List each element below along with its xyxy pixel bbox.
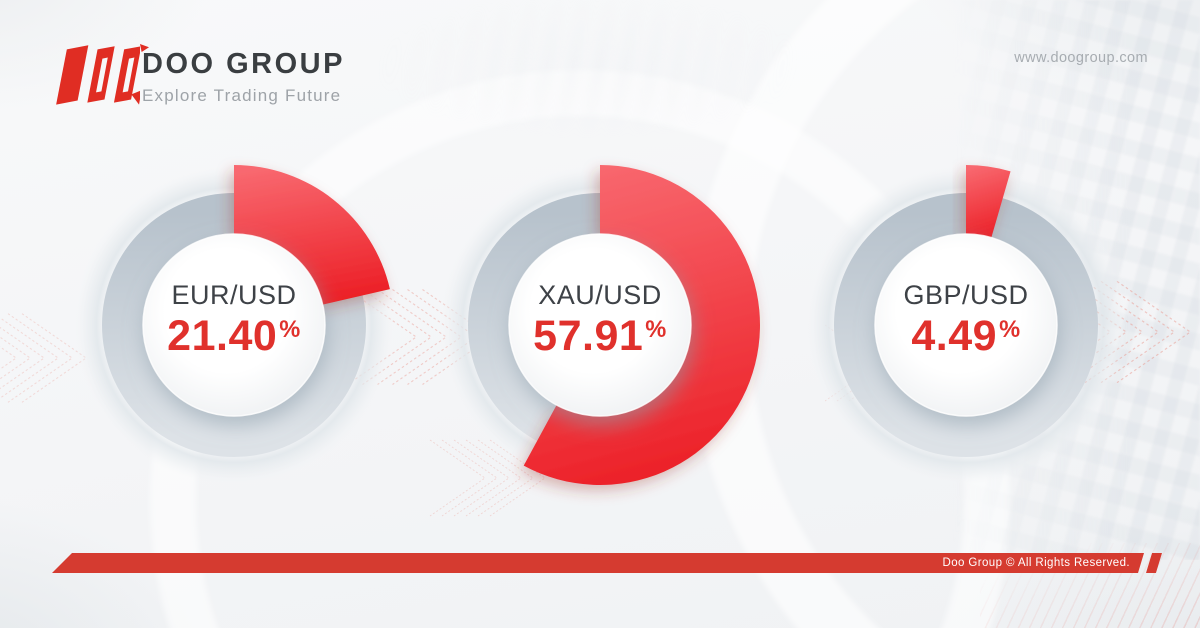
logo-triangle-accent [131,90,140,105]
percent-sign: % [645,317,667,344]
chart-text-block: EUR/USD 21.40% [64,150,404,490]
percentage-number: 4.49 [911,312,998,361]
chart-text-block: GBP/USD 4.49% [796,150,1136,490]
charts-row: EUR/USD 21.40% XAU/USD 57.91% [0,155,1200,495]
arc-segment [966,165,1011,238]
logo-glyph-d [56,45,89,105]
percentage-number: 57.91 [533,312,644,361]
percentage-value: 4.49% [911,314,1020,359]
arc-segment [234,165,390,305]
footer-bar-sliver [1146,553,1162,573]
logo-glyph-o [87,46,115,103]
brand-text-block: DOO GROUP Explore Trading Future [142,48,345,105]
doo-group-logo-icon [56,45,140,105]
donut-chart-eurusd: EUR/USD 21.40% [64,155,404,495]
inner-circle [508,233,692,417]
brand-tagline: Explore Trading Future [142,86,342,105]
inner-circle [142,233,326,417]
logo-glyph-o [113,46,140,103]
footer-bar: Doo Group © All Rights Reserved. [52,553,1144,573]
percentage-number: 21.40 [167,312,278,361]
website-url: www.doogroup.com [1014,50,1148,66]
copyright-text: Doo Group © All Rights Reserved. [942,557,1130,569]
inner-circle [874,233,1058,417]
currency-pair-label: EUR/USD [171,280,297,311]
currency-pair-label: GBP/USD [903,280,1029,311]
percent-sign: % [999,317,1021,344]
percentage-value: 57.91% [533,314,667,359]
donut-chart-gbpusd: GBP/USD 4.49% [796,155,1136,495]
currency-pair-label: XAU/USD [538,280,662,311]
donut-chart-xauusd: XAU/USD 57.91% [430,155,770,495]
percent-sign: % [279,317,301,344]
brand-pennant-icon [140,44,149,52]
chart-text-block: XAU/USD 57.91% [430,150,770,490]
arc-segment [523,165,761,485]
brand-name: DOO GROUP [142,48,345,80]
header: DOO GROUP Explore Trading Future www.doo… [0,0,1200,130]
percentage-value: 21.40% [167,314,301,359]
